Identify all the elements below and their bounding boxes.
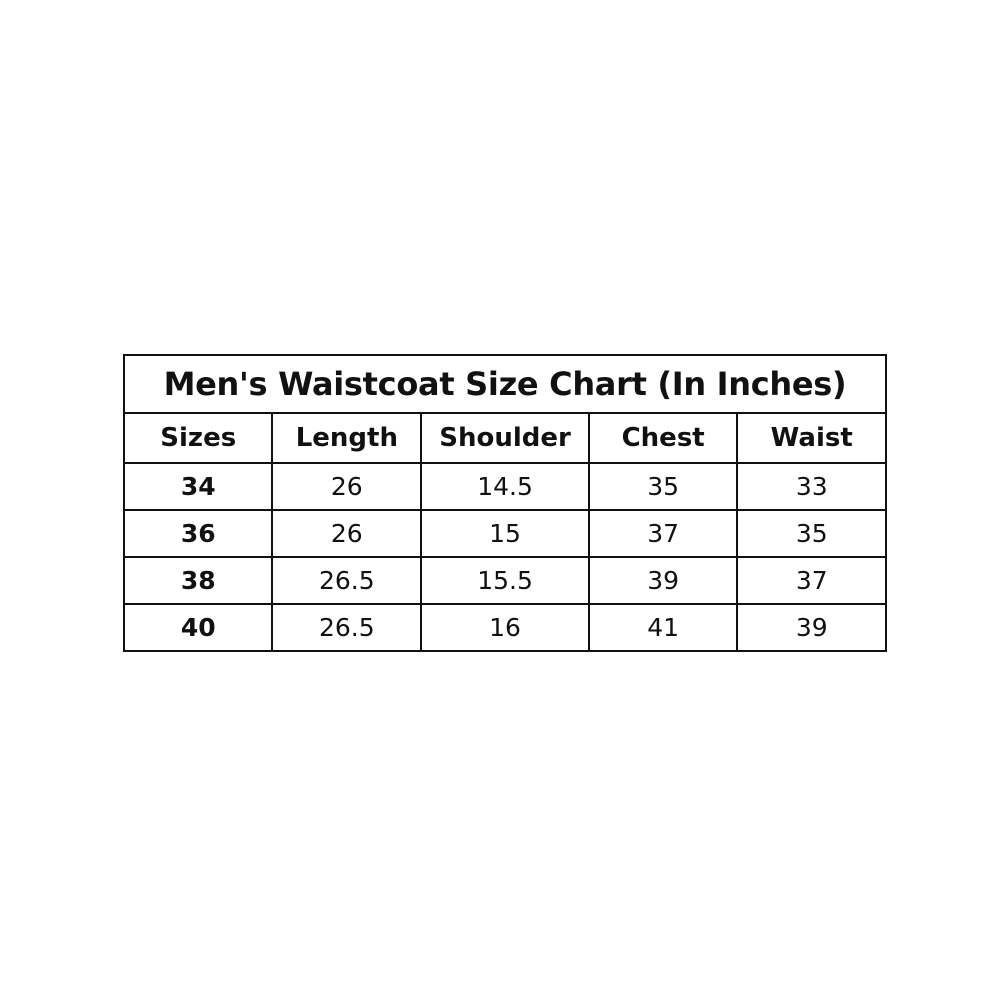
cell-shoulder: 15.5 <box>420 556 590 605</box>
cell-length: 26.5 <box>271 603 423 652</box>
cell-size: 38 <box>122 556 274 605</box>
cell-length: 26 <box>271 509 423 558</box>
cell-shoulder: 15 <box>420 509 590 558</box>
cell-chest: 37 <box>587 509 739 558</box>
header-length: Length <box>271 412 423 464</box>
table-row: 40 26.5 16 41 39 <box>122 603 887 652</box>
cell-length: 26.5 <box>271 556 423 605</box>
cell-waist: 39 <box>736 603 887 652</box>
size-chart-table: Men's Waistcoat Size Chart (In Inches) S… <box>122 354 887 652</box>
cell-size: 34 <box>122 462 274 511</box>
cell-length: 26 <box>271 462 423 511</box>
cell-size: 40 <box>122 603 274 652</box>
cell-chest: 41 <box>587 603 739 652</box>
header-waist: Waist <box>736 412 887 464</box>
table-row: 34 26 14.5 35 33 <box>122 462 887 511</box>
cell-waist: 33 <box>736 462 887 511</box>
cell-size: 36 <box>122 509 274 558</box>
cell-waist: 35 <box>736 509 887 558</box>
table-row: 36 26 15 37 35 <box>122 509 887 558</box>
cell-waist: 37 <box>736 556 887 605</box>
cell-chest: 35 <box>587 462 739 511</box>
header-row: Sizes Length Shoulder Chest Waist <box>122 412 887 464</box>
header-shoulder: Shoulder <box>420 412 590 464</box>
table-title: Men's Waistcoat Size Chart (In Inches) <box>123 354 887 414</box>
cell-chest: 39 <box>587 556 739 605</box>
cell-shoulder: 14.5 <box>420 462 590 511</box>
table-row: 38 26.5 15.5 39 37 <box>122 556 887 605</box>
header-sizes: Sizes <box>122 412 274 464</box>
header-chest: Chest <box>587 412 739 464</box>
cell-shoulder: 16 <box>420 603 590 652</box>
